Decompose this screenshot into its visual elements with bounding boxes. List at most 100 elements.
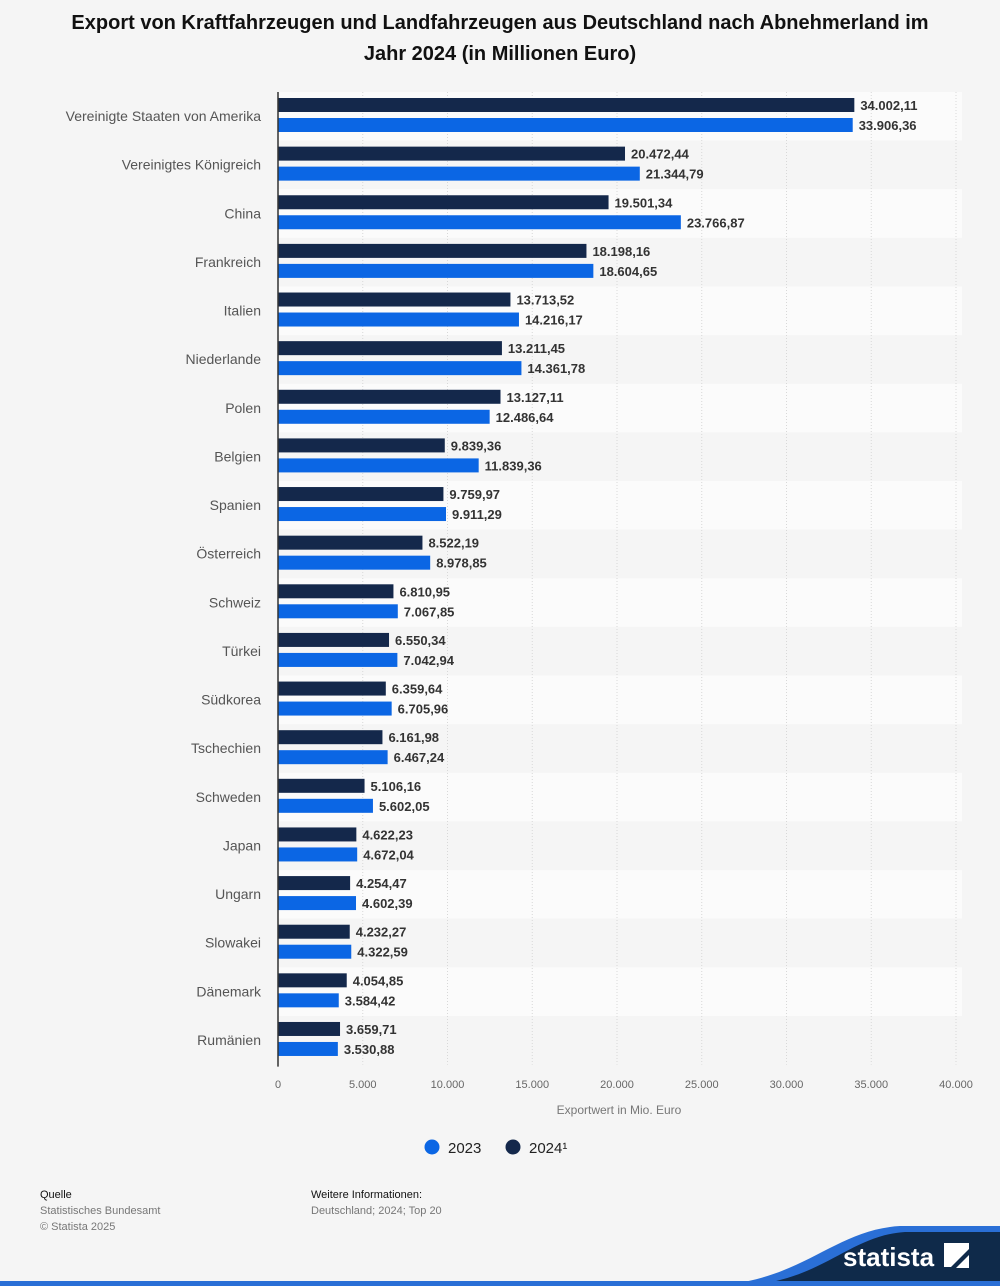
bar-2023 [278, 166, 640, 181]
data-label: 14.361,78 [527, 361, 585, 376]
data-label: 5.602,05 [379, 799, 430, 814]
category-label: Italien [224, 303, 261, 319]
data-label: 4.622,23 [362, 827, 413, 842]
category-label: Vereinigte Staaten von Amerika [66, 108, 262, 124]
data-label: 4.672,04 [363, 847, 414, 862]
bar-2023 [278, 993, 339, 1008]
data-label: 7.042,94 [403, 653, 454, 668]
x-tick-label: 40.000 [939, 1079, 973, 1091]
bar-2023 [278, 847, 358, 862]
data-label: 3.584,42 [345, 993, 396, 1008]
bar-2023 [278, 215, 681, 230]
bar-2024 [278, 1021, 341, 1036]
category-label: Belgien [214, 448, 261, 464]
data-label: 13.713,52 [516, 293, 574, 308]
bar-2024 [278, 195, 609, 210]
bar-2023 [278, 652, 398, 667]
data-label: 21.344,79 [646, 167, 704, 182]
bar-2023 [278, 507, 446, 522]
row-band [278, 626, 962, 676]
statista-logo-icon [944, 1243, 969, 1268]
category-label: Türkei [222, 643, 261, 659]
bar-2024 [278, 632, 390, 647]
x-tick-label: 20.000 [600, 1079, 634, 1091]
x-tick-label: 5.000 [349, 1079, 377, 1091]
source-text[interactable]: Statistisches Bundesamt [40, 1205, 161, 1217]
data-label: 11.839,36 [485, 458, 542, 473]
bar-2024 [278, 389, 501, 404]
bar-2024 [278, 876, 351, 891]
category-label: Vereinigtes Königreich [122, 157, 261, 173]
legend-marker [505, 1139, 521, 1155]
category-label: Polen [225, 400, 261, 416]
legend-label: 2024¹ [529, 1140, 567, 1157]
bar-2023 [278, 458, 479, 473]
bar-2023 [278, 555, 431, 570]
category-label: Südkorea [201, 692, 261, 708]
data-label: 6.161,98 [388, 730, 439, 745]
row-band [278, 1015, 962, 1065]
category-label: China [224, 205, 261, 221]
data-label: 14.216,17 [525, 313, 583, 328]
row-band [278, 821, 962, 871]
x-tick-label: 15.000 [515, 1079, 549, 1091]
logo-background [730, 1232, 1000, 1286]
data-label: 4.054,85 [353, 973, 404, 988]
data-label: 6.705,96 [398, 702, 449, 717]
bar-2024 [278, 292, 511, 307]
category-label: Tschechien [191, 740, 261, 756]
source-heading: Quelle [40, 1189, 72, 1201]
bar-2024 [278, 146, 626, 161]
data-label: 6.810,95 [399, 584, 450, 599]
category-label: Rumänien [197, 1032, 261, 1048]
x-tick-label: 10.000 [431, 1079, 465, 1091]
category-label: Frankreich [195, 254, 261, 270]
data-label: 4.602,39 [362, 896, 413, 911]
info-heading: Weitere Informationen: [311, 1189, 423, 1201]
bar-2023 [278, 409, 490, 424]
data-label: 3.659,71 [346, 1022, 397, 1037]
bar-2023 [278, 750, 388, 765]
bar-2023 [278, 361, 522, 376]
data-label: 8.522,19 [428, 536, 479, 551]
x-tick-label: 25.000 [685, 1079, 719, 1091]
category-label: Niederlande [186, 351, 262, 367]
data-label: 12.486,64 [496, 410, 555, 425]
x-tick-label: 30.000 [770, 1079, 804, 1091]
bar-2024 [278, 98, 855, 112]
category-label: Dänemark [196, 983, 262, 999]
category-label: Schweiz [209, 594, 261, 610]
data-label: 6.550,34 [395, 633, 446, 648]
bar-2024 [278, 535, 423, 550]
row-band [278, 772, 962, 822]
bar-2023 [278, 944, 352, 959]
row-band [278, 918, 962, 968]
data-label: 9.759,97 [449, 487, 500, 502]
data-label: 18.604,65 [599, 264, 657, 279]
x-tick-label: 0 [275, 1079, 281, 1091]
row-band [278, 870, 962, 919]
data-label: 3.530,88 [344, 1042, 395, 1057]
data-label: 4.254,47 [356, 876, 407, 891]
category-label: Ungarn [215, 886, 261, 902]
info-text: Deutschland; 2024; Top 20 [311, 1205, 442, 1217]
data-label: 6.467,24 [394, 750, 445, 765]
bar-2024 [278, 827, 357, 842]
category-label: Österreich [196, 545, 261, 562]
bar-2023 [278, 896, 357, 911]
data-label: 6.359,64 [392, 682, 443, 697]
data-label: 18.198,16 [592, 244, 650, 259]
data-label: 34.002,11 [860, 98, 917, 113]
data-label: 7.067,85 [404, 604, 455, 619]
row-band [278, 967, 962, 1016]
chart-title: Export von Kraftfahrzeugen und Landfahrz… [71, 12, 929, 65]
data-label: 8.978,85 [436, 556, 487, 571]
bar-2024 [278, 730, 383, 745]
data-label: 13.127,11 [507, 390, 564, 405]
data-label: 4.232,27 [356, 925, 407, 940]
bar-2024 [278, 973, 347, 988]
category-label: Spanien [210, 497, 261, 513]
row-band [278, 675, 962, 725]
bar-2023 [278, 312, 519, 327]
